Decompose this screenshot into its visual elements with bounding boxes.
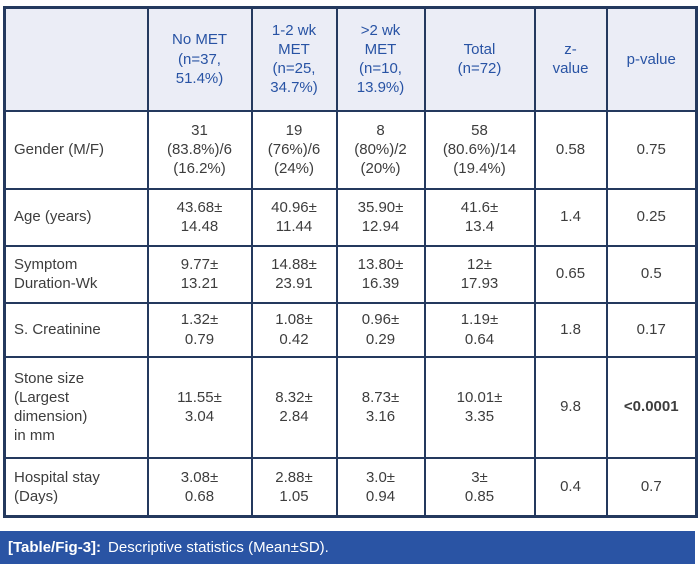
table-row: S. Creatinine 1.32± 0.79 1.08± 0.42 0.96± 0… [3,301,698,358]
cell-no-met: 9.77± 13.21 [146,244,253,304]
table-row: Hospital stay (Days) 3.08± 0.68 2.88± 1.05… [3,456,698,518]
cell-met-1-2wk: 40.96± 11.44 [250,187,338,247]
cell-p-value: 0.25 [605,187,698,247]
column-header-no-met: No MET (n=37, 51.4%) [146,6,253,112]
table-row: Age (years) 43.68± 14.48 40.96± 11.44 35.90… [3,187,698,247]
cell-z-value: 0.58 [533,109,608,190]
column-header-z-value: z- value [533,6,608,112]
cell-no-met: 31 (83.8%)/6 (16.2%) [146,109,253,190]
table-caption-text: Descriptive statistics (Mean±SD). [108,539,329,556]
row-label: Stone size (Largest dimension) in mm [3,355,149,459]
cell-z-value: 0.65 [533,244,608,304]
table-row: Gender (M/F) 31 (83.8%)/6 (16.2%) 19 (76%)… [3,109,698,190]
column-header-p-value: p-value [605,6,698,112]
row-label: Age (years) [3,187,149,247]
cell-z-value: 1.8 [533,301,608,358]
cell-z-value: 0.4 [533,456,608,518]
cell-met-gt2wk: 0.96± 0.29 [335,301,426,358]
cell-total: 58 (80.6%)/14 (19.4%) [423,109,536,190]
table-body: Gender (M/F) 31 (83.8%)/6 (16.2%) 19 (76%)… [3,109,698,518]
cell-total: 3± 0.85 [423,456,536,518]
cell-met-gt2wk: 3.0± 0.94 [335,456,426,518]
cell-met-gt2wk: 13.80± 16.39 [335,244,426,304]
column-header-total: Total (n=72) [423,6,536,112]
cell-met-gt2wk: 8 (80%)/2 (20%) [335,109,426,190]
cell-no-met: 1.32± 0.79 [146,301,253,358]
row-label: S. Creatinine [3,301,149,358]
row-label: Symptom Duration-Wk [3,244,149,304]
column-header-met-gt2wk: >2 wk MET (n=10, 13.9%) [335,6,426,112]
cell-met-1-2wk: 19 (76%)/6 (24%) [250,109,338,190]
cell-z-value: 1.4 [533,187,608,247]
column-header-met-1-2wk: 1-2 wk MET (n=25, 34.7%) [250,6,338,112]
cell-p-value: 0.7 [605,456,698,518]
table-caption-bar: [Table/Fig-3]: Descriptive statistics (M… [0,531,695,564]
table-row: Stone size (Largest dimension) in mm 11.5… [3,355,698,459]
cell-no-met: 11.55± 3.04 [146,355,253,459]
cell-met-gt2wk: 8.73± 3.16 [335,355,426,459]
descriptive-statistics-table: No MET (n=37, 51.4%) 1-2 wk MET (n=25, 34… [3,6,698,518]
table-row: Symptom Duration-Wk 9.77± 13.21 14.88± 23.… [3,244,698,304]
cell-met-1-2wk: 8.32± 2.84 [250,355,338,459]
cell-met-1-2wk: 14.88± 23.91 [250,244,338,304]
column-header-blank [3,6,149,112]
cell-met-1-2wk: 1.08± 0.42 [250,301,338,358]
cell-p-value: <0.0001 [605,355,698,459]
cell-met-gt2wk: 35.90± 12.94 [335,187,426,247]
table-header: No MET (n=37, 51.4%) 1-2 wk MET (n=25, 34… [3,6,698,112]
cell-no-met: 3.08± 0.68 [146,456,253,518]
cell-no-met: 43.68± 14.48 [146,187,253,247]
cell-p-value: 0.5 [605,244,698,304]
table-caption-tag: [Table/Fig-3]: [8,539,102,556]
cell-z-value: 9.8 [533,355,608,459]
cell-total: 41.6± 13.4 [423,187,536,247]
cell-total: 12± 17.93 [423,244,536,304]
cell-total: 10.01± 3.35 [423,355,536,459]
cell-p-value: 0.75 [605,109,698,190]
header-row: No MET (n=37, 51.4%) 1-2 wk MET (n=25, 34… [3,6,698,112]
row-label: Hospital stay (Days) [3,456,149,518]
cell-p-value: 0.17 [605,301,698,358]
cell-total: 1.19± 0.64 [423,301,536,358]
row-label: Gender (M/F) [3,109,149,190]
cell-met-1-2wk: 2.88± 1.05 [250,456,338,518]
